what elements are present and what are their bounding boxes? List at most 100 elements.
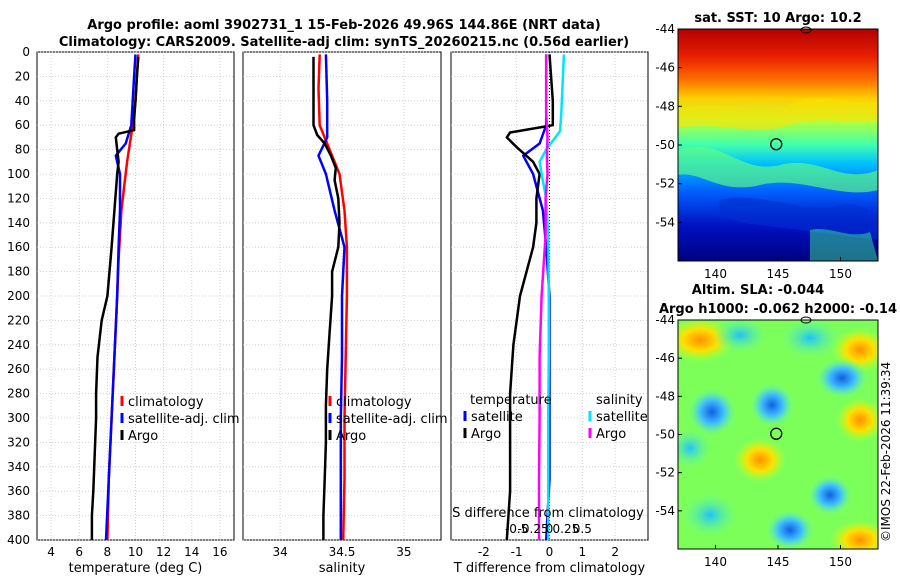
y-tick-label: 400 bbox=[7, 533, 30, 547]
legend-label: climatology bbox=[336, 395, 412, 410]
x-tick-label: 34.5 bbox=[329, 545, 356, 559]
map-x-tick-label: 145 bbox=[767, 555, 790, 569]
map-y-tick-label: -48 bbox=[655, 99, 675, 113]
map-y-tick-label: -50 bbox=[655, 138, 675, 152]
secondary-tick-label: 0.25 bbox=[553, 522, 580, 536]
salinity-panel: 34 34.5 35 salinity climatology satellite-adj… bbox=[242, 51, 448, 576]
x-axis-label: T difference from climatology bbox=[453, 561, 646, 576]
x-tick-label: 12 bbox=[156, 545, 171, 559]
map-y-tick-label: -46 bbox=[655, 61, 675, 75]
legend-label: satellite-adj. clim bbox=[336, 412, 448, 427]
sst-front bbox=[678, 146, 878, 193]
map-y-tick-label: -54 bbox=[655, 215, 675, 229]
map-x-tick-label: 145 bbox=[767, 267, 790, 281]
legend-label: satellite-adj. clim bbox=[128, 412, 240, 427]
sla-eddy bbox=[750, 383, 794, 427]
x-tick-label: 35 bbox=[396, 545, 411, 559]
y-tick-label: 140 bbox=[7, 216, 30, 230]
map-x-tick-label: 140 bbox=[704, 267, 727, 281]
legend-label: satellite bbox=[596, 410, 648, 425]
copyright-text: ©IMOS 22-Feb-2026 11:39:34 bbox=[879, 362, 893, 542]
x-tick-label: 34 bbox=[272, 545, 287, 559]
y-tick-label: 280 bbox=[7, 387, 30, 401]
map-x-tick-label: 150 bbox=[829, 555, 852, 569]
sla-eddy bbox=[678, 428, 712, 468]
series-line-argo bbox=[312, 56, 341, 540]
sla-eddy bbox=[688, 388, 736, 436]
legend-label: Argo bbox=[596, 427, 626, 442]
x-tick-label: 8 bbox=[104, 545, 112, 559]
x-tick-label: 4 bbox=[47, 545, 55, 559]
map-y-tick-label: -46 bbox=[655, 351, 675, 365]
map-y-tick-label: -44 bbox=[655, 22, 675, 36]
x-tick-label: 6 bbox=[75, 545, 83, 559]
sst-cold-tongue bbox=[719, 197, 878, 240]
sst-map: sat. SST: 10 Argo: 10.2 140 145 150 -44 -46 -… bbox=[655, 11, 879, 281]
x-tick-label: 2 bbox=[611, 545, 619, 559]
y-tick-label: 20 bbox=[15, 69, 30, 83]
y-tick-label: 240 bbox=[7, 338, 30, 352]
sla-eddy bbox=[734, 438, 786, 482]
legend-label: satellite bbox=[471, 410, 523, 425]
y-tick-label: 380 bbox=[7, 509, 30, 523]
map-y-tick-label: -48 bbox=[655, 389, 675, 403]
y-tick-label: 220 bbox=[7, 313, 30, 327]
map-y-tick-label: -52 bbox=[655, 466, 675, 480]
sst-se-patch bbox=[810, 228, 878, 261]
y-tick-label: 180 bbox=[7, 265, 30, 279]
map-x-tick-label: 150 bbox=[829, 267, 852, 281]
map-y-tick-label: -50 bbox=[655, 428, 675, 442]
sst-warm-band bbox=[678, 97, 878, 130]
legend-label: climatology bbox=[128, 395, 204, 410]
title-line-2: Climatology: CARS2009. Satellite-adj cli… bbox=[59, 35, 629, 50]
sst-argo-marker bbox=[770, 138, 783, 151]
difference-panel: -2 -1 0 1 2 T difference from climatology temp… bbox=[450, 51, 649, 576]
map-y-tick-label: -52 bbox=[655, 177, 675, 191]
x-tick-label: 10 bbox=[128, 545, 143, 559]
y-tick-label: 160 bbox=[7, 240, 30, 254]
sla-partial-marker bbox=[800, 316, 812, 324]
x-axis-label: salinity bbox=[319, 561, 366, 576]
y-tick-label: 80 bbox=[15, 143, 30, 157]
sla-eddy bbox=[808, 475, 852, 515]
sst-partial-marker bbox=[800, 26, 812, 34]
sla-map-title-1: Altim. SLA: -0.044 bbox=[692, 283, 824, 298]
series-line-satellite-adj-clim bbox=[104, 54, 137, 540]
series-line-salinity-argo bbox=[537, 54, 549, 540]
series-line-argo bbox=[90, 56, 140, 540]
legend-label: Argo bbox=[128, 429, 158, 444]
sla-map: Altim. SLA: -0.044 Argo h1000: -0.062 h2… bbox=[655, 283, 897, 569]
legend-label: Argo bbox=[471, 427, 501, 442]
x-tick-label: 14 bbox=[184, 545, 199, 559]
y-tick-label: 100 bbox=[7, 167, 30, 181]
y-tick-label: 320 bbox=[7, 435, 30, 449]
x-tick-label: 16 bbox=[212, 545, 227, 559]
secondary-tick-label: 0.5 bbox=[573, 522, 592, 536]
legend-title: salinity bbox=[596, 393, 643, 408]
y-tick-label: 40 bbox=[15, 94, 30, 108]
map-y-tick-label: -44 bbox=[655, 313, 675, 327]
series-line-temperature-argo bbox=[505, 54, 555, 540]
secondary-tick-label: -0.25 bbox=[518, 522, 549, 536]
sla-eddy bbox=[682, 493, 738, 537]
sla-eddy bbox=[780, 320, 840, 358]
secondary-axis-label: S difference from climatology bbox=[452, 506, 644, 521]
sla-eddy bbox=[712, 320, 768, 353]
map-x-tick-label: 140 bbox=[704, 555, 727, 569]
x-tick-label: 0 bbox=[546, 545, 554, 559]
temperature-panel: 4 6 8 10 12 14 1602040608010012014016018020022… bbox=[7, 45, 240, 576]
legend-title: temperature bbox=[470, 393, 552, 408]
sst-map-title: sat. SST: 10 Argo: 10.2 bbox=[694, 11, 861, 26]
secondary-tick-label: -0.5 bbox=[505, 522, 528, 536]
legend-label: Argo bbox=[336, 429, 366, 444]
sla-eddy bbox=[836, 398, 878, 442]
x-tick-label: 1 bbox=[579, 545, 587, 559]
sla-map-title-2: Argo h1000: -0.062 h2000: -0.14 bbox=[659, 302, 897, 317]
sla-argo-marker bbox=[770, 427, 783, 440]
sla-eddy bbox=[766, 510, 814, 549]
y-tick-label: 260 bbox=[7, 362, 30, 376]
x-tick-label: -1 bbox=[511, 545, 523, 559]
y-tick-label: 120 bbox=[7, 191, 30, 205]
title-line-1: Argo profile: aoml 3902731_1 15-Feb-2026… bbox=[87, 18, 600, 33]
